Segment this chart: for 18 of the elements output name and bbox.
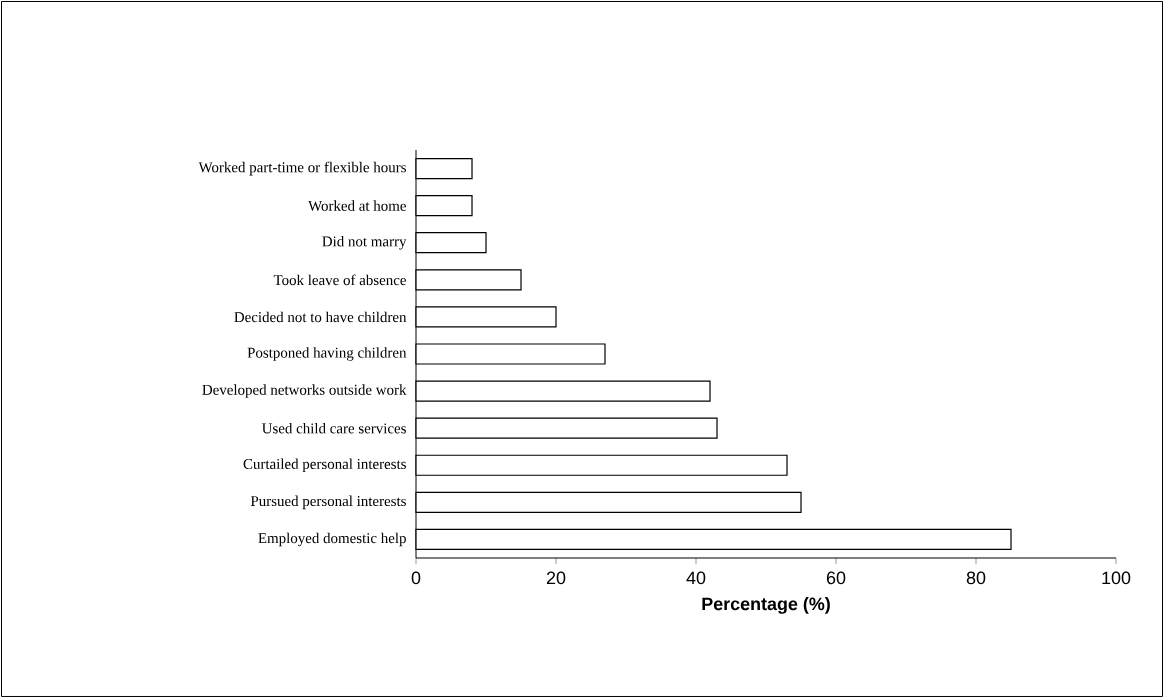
y-tick-label: Postponed having children xyxy=(247,347,407,361)
x-tick-label: 20 xyxy=(546,571,566,585)
y-tick-label: Worked part-time or flexible hours xyxy=(198,161,406,176)
y-tick-label: Took leave of absence xyxy=(273,274,406,286)
x-tick-label: 80 xyxy=(966,571,986,585)
y-tick-label: Did not marry xyxy=(322,235,407,250)
y-tick-label: Worked at home xyxy=(308,200,406,211)
x-tick-label: 100 xyxy=(1102,571,1131,585)
x-tick-label: 60 xyxy=(826,571,846,585)
y-tick-label: Employed domestic help xyxy=(258,532,406,547)
y-tick-label: Decided not to have children xyxy=(234,311,407,323)
y-tick-label: Curtailed personal interests xyxy=(243,458,406,473)
y-tick-label: Used child care services xyxy=(262,422,406,434)
x-tick-label: 0 xyxy=(411,571,421,585)
x-tick-label: 40 xyxy=(686,571,706,585)
y-tick-label: Developed networks outside work xyxy=(202,384,407,398)
y-tick-label: Pursued personal interests xyxy=(250,495,406,510)
x-axis-title: Percentage (%) xyxy=(702,597,830,614)
